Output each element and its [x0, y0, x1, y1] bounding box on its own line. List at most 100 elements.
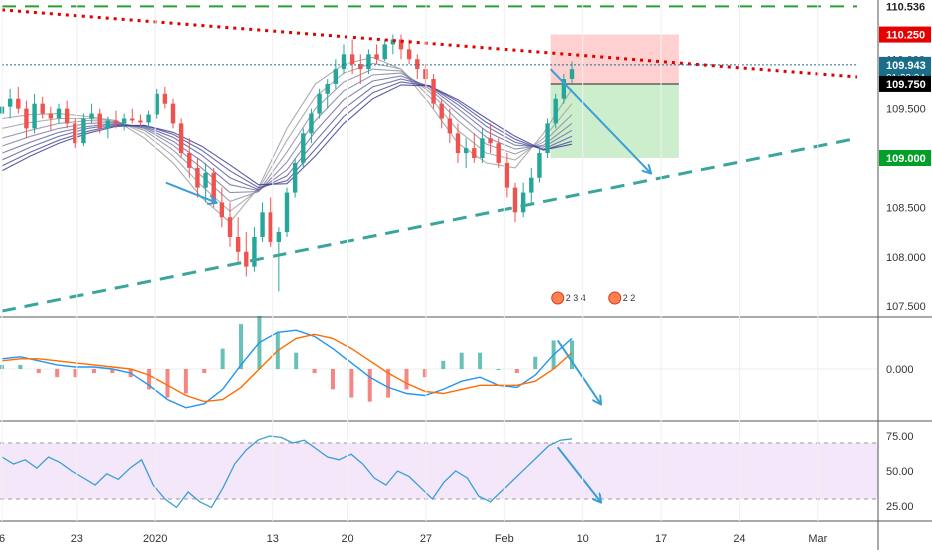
time-tick-label: 2020	[143, 533, 167, 545]
time-tick-label: 17	[655, 533, 667, 545]
time-tick-label: 6	[0, 533, 5, 545]
candle-body	[374, 54, 379, 60]
macd-tick-label: 0.000	[886, 364, 914, 376]
candle-body	[463, 148, 469, 154]
candle-body	[480, 138, 485, 158]
candle-body	[325, 83, 330, 94]
candle-body	[203, 172, 208, 188]
ema-line	[1, 72, 573, 194]
candle-body	[520, 192, 526, 213]
macd-line	[1, 329, 573, 409]
rsi-forecast-arrow	[556, 446, 601, 502]
ema-line	[1, 68, 573, 203]
candle-body	[268, 212, 273, 242]
candle-body	[406, 49, 412, 60]
event-flag-icon	[551, 291, 565, 305]
macd-histogram-bar	[386, 369, 391, 398]
macd-histogram-bar	[312, 369, 317, 374]
price-pane: 2 3 4 2 2	[0, 5, 858, 313]
candle-body	[317, 93, 322, 114]
ema-line	[1, 56, 573, 223]
price-tag-bg	[879, 26, 931, 43]
candle-body	[56, 108, 62, 119]
candle-body	[349, 54, 355, 65]
candle-body	[113, 120, 119, 124]
price-tag-bg	[879, 150, 931, 166]
time-tick-label: Feb	[495, 533, 514, 545]
time-tick-label: 27	[420, 533, 432, 545]
candle-body	[512, 187, 518, 213]
candle-body	[545, 123, 550, 154]
candle-body	[431, 79, 436, 104]
macd-pane	[0, 315, 878, 409]
macd-histogram-bar	[36, 369, 41, 374]
rsi-line	[1, 435, 573, 509]
macd-signal-line	[1, 333, 573, 403]
macd-histogram-bar	[239, 324, 244, 369]
rsi-band	[0, 443, 878, 499]
candle-body	[235, 237, 241, 252]
event-label: 2 2	[623, 293, 636, 303]
price-tag-label: 110.536	[886, 1, 925, 13]
candle-body	[561, 79, 567, 99]
time-tick-label: 24	[733, 533, 745, 545]
candle-body	[7, 98, 13, 107]
candle-body	[488, 138, 493, 144]
ema-line	[1, 84, 573, 186]
macd-histogram-bar	[55, 369, 60, 378]
macd-histogram-bar	[496, 369, 501, 370]
candle-body	[187, 153, 192, 168]
candle-body	[227, 217, 233, 237]
candle-body	[284, 192, 290, 233]
macd-histogram-bar	[91, 369, 96, 374]
macd-histogram-bar	[330, 369, 335, 390]
candle-body	[219, 202, 225, 218]
rsi-tick-label: 25.00	[886, 501, 914, 513]
candle-body	[97, 113, 102, 129]
rsi-pane	[0, 435, 878, 509]
macd-histogram-bar	[367, 369, 372, 402]
price-tick-label: 108.000	[886, 252, 926, 264]
time-tick-label: 13	[267, 533, 279, 545]
candle-body	[73, 123, 78, 144]
macd-forecast-arrow	[556, 339, 601, 403]
macd-histogram-bar	[165, 369, 170, 398]
candle-body	[415, 59, 420, 70]
forecast-arrow	[165, 181, 216, 203]
ema-line	[1, 62, 573, 213]
event-label: 2 3 4	[566, 293, 586, 303]
macd-histogram-bar	[533, 356, 538, 369]
position-target-zone	[550, 83, 679, 158]
candle-body	[252, 237, 257, 267]
candle-body	[170, 103, 176, 124]
candle-body	[260, 212, 265, 237]
candle-body	[244, 251, 249, 267]
rsi-tick-label: 50.00	[886, 466, 914, 478]
macd-histogram-bar	[73, 369, 78, 378]
candle-body	[276, 232, 282, 242]
candle-body	[537, 153, 542, 178]
price-tag-label: 110.250	[886, 30, 925, 42]
price-tick-label: 107.500	[886, 301, 926, 313]
candle-body	[292, 162, 298, 193]
candle-body	[439, 103, 444, 119]
candle-body	[105, 120, 111, 129]
macd-histogram-bar	[220, 348, 225, 369]
candle-body	[309, 113, 314, 134]
price-tick-label: 109.500	[886, 104, 926, 116]
candle-body	[178, 123, 184, 154]
candle-body	[529, 177, 534, 193]
price-tag-label: 109.750	[886, 79, 926, 91]
macd-histogram-bar	[349, 369, 354, 398]
time-tick-label: 10	[577, 533, 589, 545]
macd-histogram-bar	[514, 369, 519, 374]
candle-body	[24, 108, 29, 129]
candle-body	[447, 118, 453, 134]
candle-body	[89, 113, 94, 119]
candle-body	[81, 118, 86, 144]
price-tag-bg	[879, 75, 931, 92]
candle-body	[553, 98, 558, 124]
